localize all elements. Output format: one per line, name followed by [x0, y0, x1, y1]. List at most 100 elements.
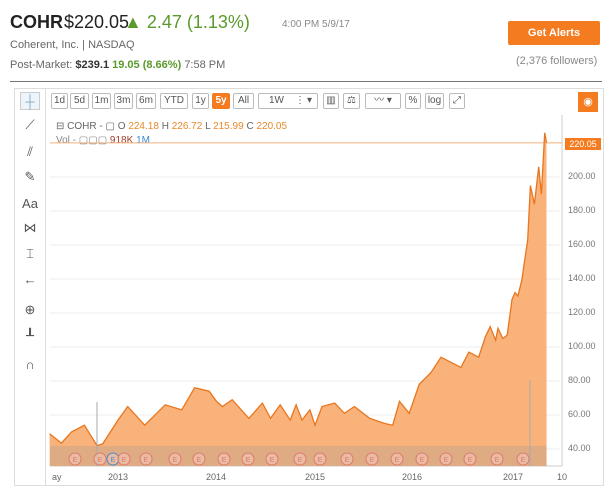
earnings-marker-label: E [370, 457, 375, 464]
vol-label[interactable]: Vol - [56, 135, 77, 146]
earnings-marker[interactable] [93, 452, 107, 466]
earnings-marker[interactable] [415, 452, 429, 466]
earnings-marker-label: E [298, 457, 303, 464]
earnings-marker[interactable] [490, 452, 504, 466]
c-label: C [246, 121, 254, 132]
text-tool[interactable]: Aa [22, 196, 38, 211]
y-tick-label: 100.00 [568, 341, 596, 351]
post-price: $239.1 [75, 59, 110, 71]
y-tick-label: 160.00 [568, 239, 596, 249]
range-1d[interactable]: 1d [51, 93, 68, 109]
magnet-icon[interactable]: ∩ [25, 357, 35, 372]
price-legend: ⊟ COHR - ▢ O 224.18 H 226.72 L 215.99 C … [56, 121, 288, 132]
interval-select[interactable]: 1W ⋮ ▾ [258, 93, 318, 109]
y-tick-label: 40.00 [568, 443, 591, 453]
price: $220.05 [64, 12, 130, 32]
range-5y[interactable]: 5y [212, 93, 230, 109]
y-tick-label: 200.00 [568, 171, 596, 181]
earnings-marker[interactable] [117, 452, 131, 466]
chevron-down-icon: ▾ [386, 95, 392, 106]
earnings-marker-label: E [318, 457, 323, 464]
percent-button[interactable]: % [405, 93, 421, 109]
earnings-marker[interactable] [313, 452, 327, 466]
legend-symbol[interactable]: COHR - [67, 121, 103, 132]
earnings-marker[interactable] [463, 452, 477, 466]
range-1m[interactable]: 1m [92, 93, 111, 109]
close-value: 220.05 [256, 121, 288, 132]
more-icon: ⋮ [295, 95, 305, 106]
chart-type-icon[interactable]: ▥ [323, 93, 339, 109]
l-label: L [205, 121, 211, 132]
trendline-icon[interactable]: ⟋ [25, 117, 35, 132]
earnings-marker-label: E [98, 457, 103, 464]
earnings-marker[interactable] [293, 452, 307, 466]
earnings-marker[interactable] [516, 452, 530, 466]
earnings-marker[interactable] [390, 452, 404, 466]
earnings-marker[interactable] [365, 452, 379, 466]
volume-legend: Vol - ▢▢▢ 918K 1M [56, 135, 150, 146]
x-tick-label: 2013 [108, 472, 129, 482]
volume-period: 1M [136, 135, 150, 146]
range-5d[interactable]: 5d [70, 93, 89, 109]
earnings-marker-label: E [420, 457, 425, 464]
post-label: Post-Market: [10, 59, 73, 71]
fibonacci-icon[interactable]: ⫽ [27, 144, 33, 159]
range-1y[interactable]: 1y [192, 93, 209, 109]
earnings-marker-label: E [111, 457, 116, 464]
range-3m[interactable]: 3m [114, 93, 133, 109]
brush-icon[interactable]: ✎ [24, 169, 36, 184]
earnings-marker[interactable] [192, 452, 206, 466]
high-value: 226.72 [171, 121, 203, 132]
x-tick-label: 2017 [503, 472, 524, 482]
earnings-marker-label: E [468, 457, 473, 464]
earnings-marker-label: E [73, 457, 78, 464]
followers-count: (2,376 followers) [516, 55, 598, 67]
earnings-marker[interactable] [340, 452, 354, 466]
range-all[interactable]: All [233, 93, 254, 109]
last-price-tag: 220.05 [565, 138, 601, 150]
open-value: 224.18 [128, 121, 159, 132]
y-tick-label: 140.00 [568, 273, 596, 283]
crosshair-icon[interactable]: ┼ [20, 92, 40, 110]
range-ytd[interactable]: YTD [160, 93, 188, 109]
range-6m[interactable]: 6m [136, 93, 156, 109]
earnings-marker[interactable] [439, 452, 453, 466]
earnings-marker-label: E [395, 457, 400, 464]
earnings-marker-label: E [246, 457, 251, 464]
post-time: 7:58 PM [184, 59, 226, 71]
camera-icon[interactable]: ◉ [578, 92, 598, 112]
bar-tool-icon[interactable]: ┸ [26, 328, 34, 343]
interval-value: 1W [269, 95, 284, 106]
earnings-marker[interactable] [139, 452, 153, 466]
indicators-dropdown[interactable]: 〰 ▾ [365, 93, 401, 109]
earnings-marker-label: E [495, 457, 500, 464]
zoom-in-icon[interactable]: ⊕ [24, 302, 36, 317]
earnings-marker[interactable] [241, 452, 255, 466]
x-tick-label: 2016 [402, 472, 423, 482]
earnings-marker-label: E [197, 457, 202, 464]
earnings-marker[interactable] [265, 452, 279, 466]
pattern-icon[interactable]: ⋈ [23, 220, 37, 235]
measure-icon[interactable]: ⌶ [26, 246, 34, 261]
earnings-marker[interactable] [68, 452, 82, 466]
earnings-marker[interactable] [217, 452, 231, 466]
y-tick-label: 120.00 [568, 307, 596, 317]
quote-time: 4:00 PM 5/9/17 [282, 19, 350, 30]
low-value: 215.99 [213, 121, 244, 132]
earnings-marker[interactable] [168, 452, 182, 466]
price-change: ▲ 2.47 (1.13%) [124, 12, 250, 32]
earnings-marker-label: E [122, 457, 127, 464]
earnings-marker-label: E [222, 457, 227, 464]
log-button[interactable]: log [425, 93, 444, 109]
y-tick-label: 180.00 [568, 205, 596, 215]
back-arrow-icon[interactable]: ← [23, 272, 37, 287]
get-alerts-button[interactable]: Get Alerts [508, 21, 600, 45]
compare-icon[interactable]: ⚖ [343, 93, 360, 109]
divider [10, 81, 602, 82]
post-change: 19.05 (8.66%) [112, 59, 182, 71]
x-tick-label: ay [52, 472, 62, 482]
earnings-marker-label: E [270, 457, 275, 464]
price-area [49, 132, 547, 467]
fullscreen-icon[interactable]: ⤢ [449, 93, 465, 109]
